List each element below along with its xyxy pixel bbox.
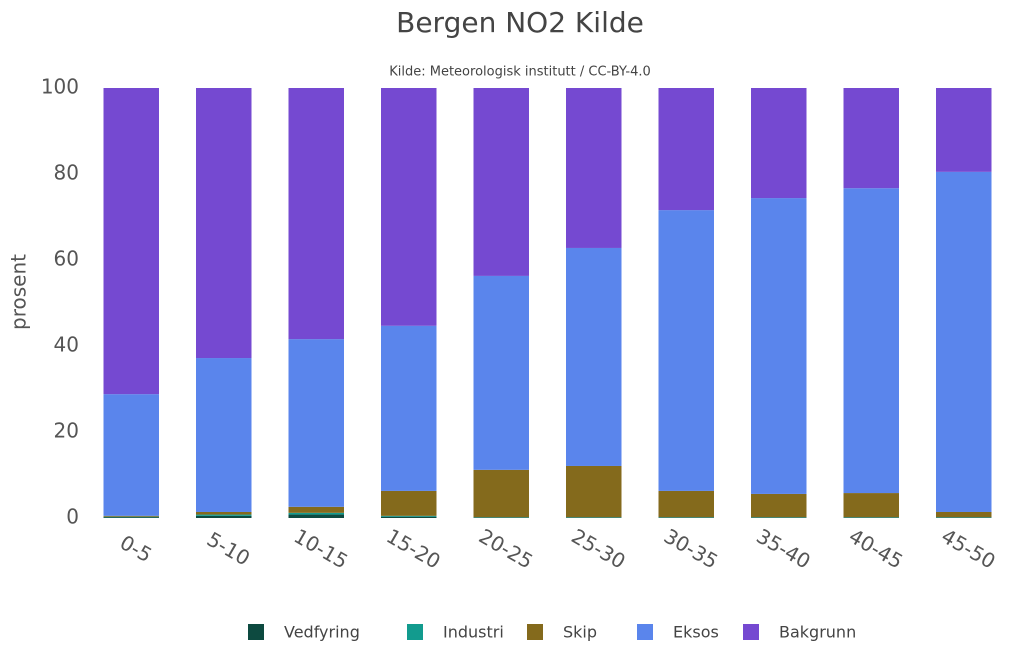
bar-segment [751,88,807,199]
bar-segment [103,88,159,395]
chart-title: Bergen NO2 Kilde [396,6,644,39]
bar-segment [196,511,252,515]
legend-swatch [407,624,423,640]
bar-segment [751,493,807,518]
y-tick-label: 60 [54,247,79,271]
bar-segment [381,516,437,518]
bar-segment [473,275,529,470]
bar-segment [103,394,159,516]
bar-segment [288,506,344,513]
bar-segment [103,517,159,518]
x-tick-label: 0-5 [116,530,156,567]
bar-segment [566,465,622,518]
x-tick-label: 45-50 [937,524,999,574]
x-tick-label: 40-45 [845,524,907,574]
bar-segment [381,88,437,326]
legend-label: Skip [563,623,597,642]
bar-segment [288,514,344,518]
bar-segment [658,88,714,211]
bar-segment [381,515,437,517]
bar-segment [936,88,992,172]
bar-segment [658,490,714,518]
y-tick-label: 100 [41,75,79,99]
y-tick-label: 20 [54,419,79,443]
bar-segment [473,469,529,518]
bar-segment [936,171,992,512]
y-axis-label: prosent [7,254,31,330]
legend-label: Bakgrunn [779,623,856,642]
bar-segment [196,358,252,512]
legend-swatch [248,624,264,640]
x-tick-label: 5-10 [203,527,254,570]
x-tick-label: 20-25 [475,524,537,574]
y-tick-label: 40 [54,333,79,357]
bar-segment [196,514,252,516]
chart-subtitle: Kilde: Meteorologisk institutt / CC-BY-4… [389,65,651,80]
legend-label: Eksos [673,623,719,642]
bar-segment [196,88,252,359]
x-tick-label: 25-30 [567,524,629,574]
bar-segment [843,188,899,494]
x-tick-label: 35-40 [752,524,814,574]
bar-segment [381,490,437,516]
x-tick-label: 10-15 [290,524,352,574]
bar-segment [566,247,622,466]
bar-segment [381,325,437,491]
legend-label: Vedfyring [284,623,360,642]
legend-swatch [637,624,653,640]
legend-swatch [743,624,759,640]
y-tick-label: 0 [66,505,79,529]
bar-segment [566,88,622,248]
bar-segment [936,511,992,518]
y-tick-label: 80 [54,161,79,185]
bar-segment [843,88,899,189]
bar-segment [288,512,344,515]
legend-label: Industri [443,623,504,642]
bar-segment [196,515,252,518]
x-tick-label: 15-20 [382,524,444,574]
bar-segment [843,493,899,518]
bar-segment [103,515,159,517]
bar-segment [288,88,344,340]
bar-segment [751,198,807,494]
legend-swatch [527,624,543,640]
bar-segment [658,210,714,491]
bar-segment [288,339,344,507]
x-tick-label: 30-35 [660,524,722,574]
bar-segment [473,88,529,276]
